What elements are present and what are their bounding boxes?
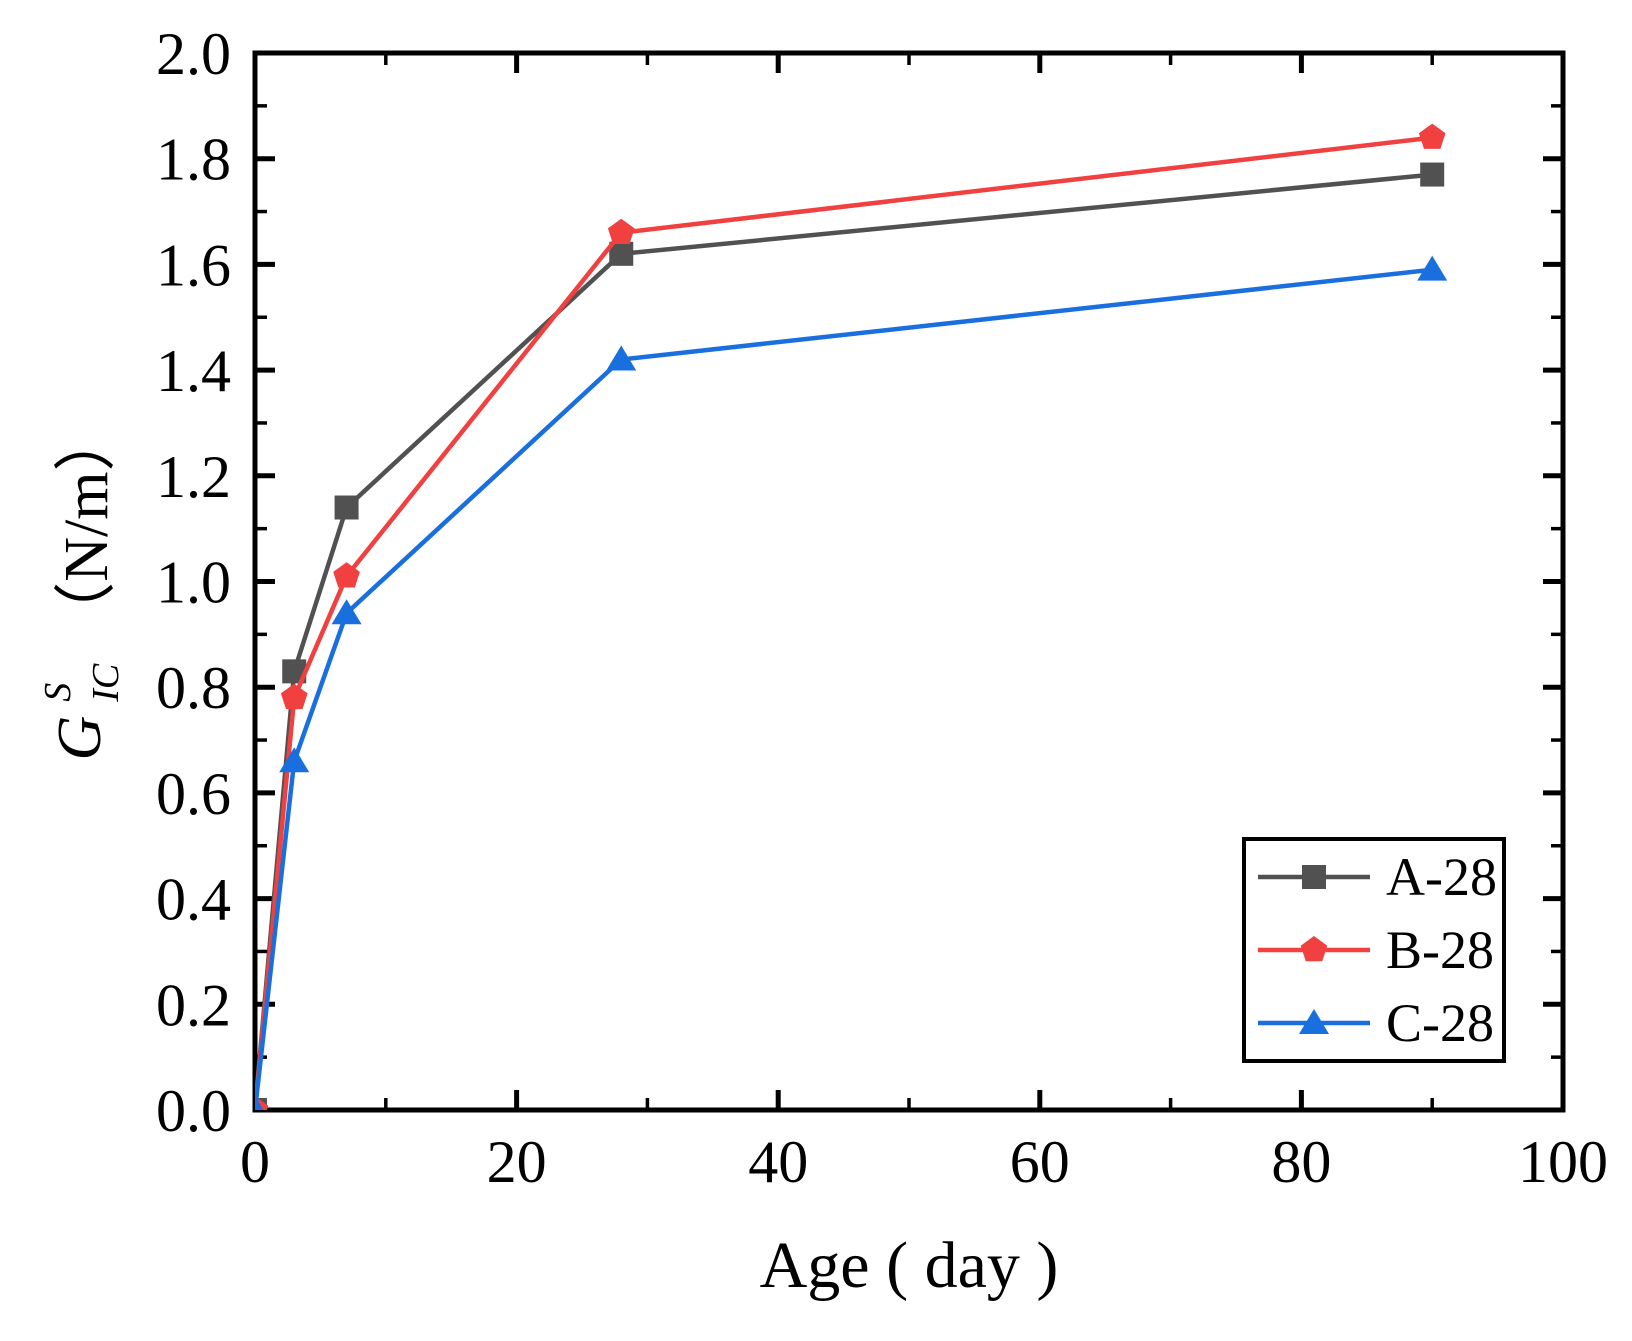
- x-tick-label: 80: [1271, 1129, 1331, 1195]
- y-tick-label: 0.0: [156, 1078, 231, 1144]
- y-tick-label: 0.8: [156, 655, 231, 721]
- y-tick-label: 1.0: [156, 550, 231, 616]
- y-tick-label: 1.2: [156, 444, 231, 510]
- legend-item-a28: A-28: [1246, 841, 1502, 914]
- legend-label-b28: B-28: [1386, 920, 1494, 980]
- legend-swatch-a28-square-icon: [1254, 851, 1374, 903]
- y-tick-label: 2.0: [156, 21, 231, 87]
- y-axis-symbol: G: [45, 715, 114, 761]
- y-tick-label: 0.2: [156, 972, 231, 1038]
- x-tick-label: 20: [487, 1129, 547, 1195]
- x-axis-title: Age ( day ): [759, 1229, 1059, 1302]
- y-axis-title: G S IC （N/m）: [35, 409, 127, 761]
- legend-swatch-c28-triangle-icon: [1254, 997, 1374, 1049]
- y-axis-unit: （N/m）: [53, 409, 121, 644]
- legend-label-a28: A-28: [1386, 847, 1497, 908]
- y-axis-supsub: S IC: [37, 663, 127, 702]
- legend: A-28 B-28 C-28: [1242, 837, 1506, 1063]
- y-tick-label: 0.4: [156, 867, 231, 933]
- y-tick-label: 1.6: [156, 232, 231, 298]
- legend-item-c28: C-28: [1246, 986, 1502, 1059]
- legend-swatch-b28-pentagon-icon: [1254, 924, 1374, 976]
- axes: 0 20 40 60 80 100 0.0 0.2 0.4 0.6 0.8 1.0 1.2 1.4 1.6 1…: [156, 21, 1608, 1195]
- x-tick-label: 0: [240, 1129, 270, 1195]
- legend-label-c28: C-28: [1386, 992, 1494, 1053]
- y-tick-label: 1.8: [156, 127, 231, 193]
- y-tick-label: 0.6: [156, 761, 231, 827]
- x-tick-label: 60: [1010, 1129, 1070, 1195]
- y-axis-subscript: IC: [85, 663, 127, 702]
- series-c-28: [255, 255, 1448, 1110]
- y-tick-label: 1.4: [156, 338, 231, 404]
- series-group: [255, 123, 1448, 1110]
- legend-item-b28: B-28: [1246, 914, 1502, 987]
- x-tick-label: 100: [1518, 1129, 1608, 1195]
- y-axis-superscript: S: [37, 682, 79, 702]
- x-tick-label: 40: [748, 1129, 808, 1195]
